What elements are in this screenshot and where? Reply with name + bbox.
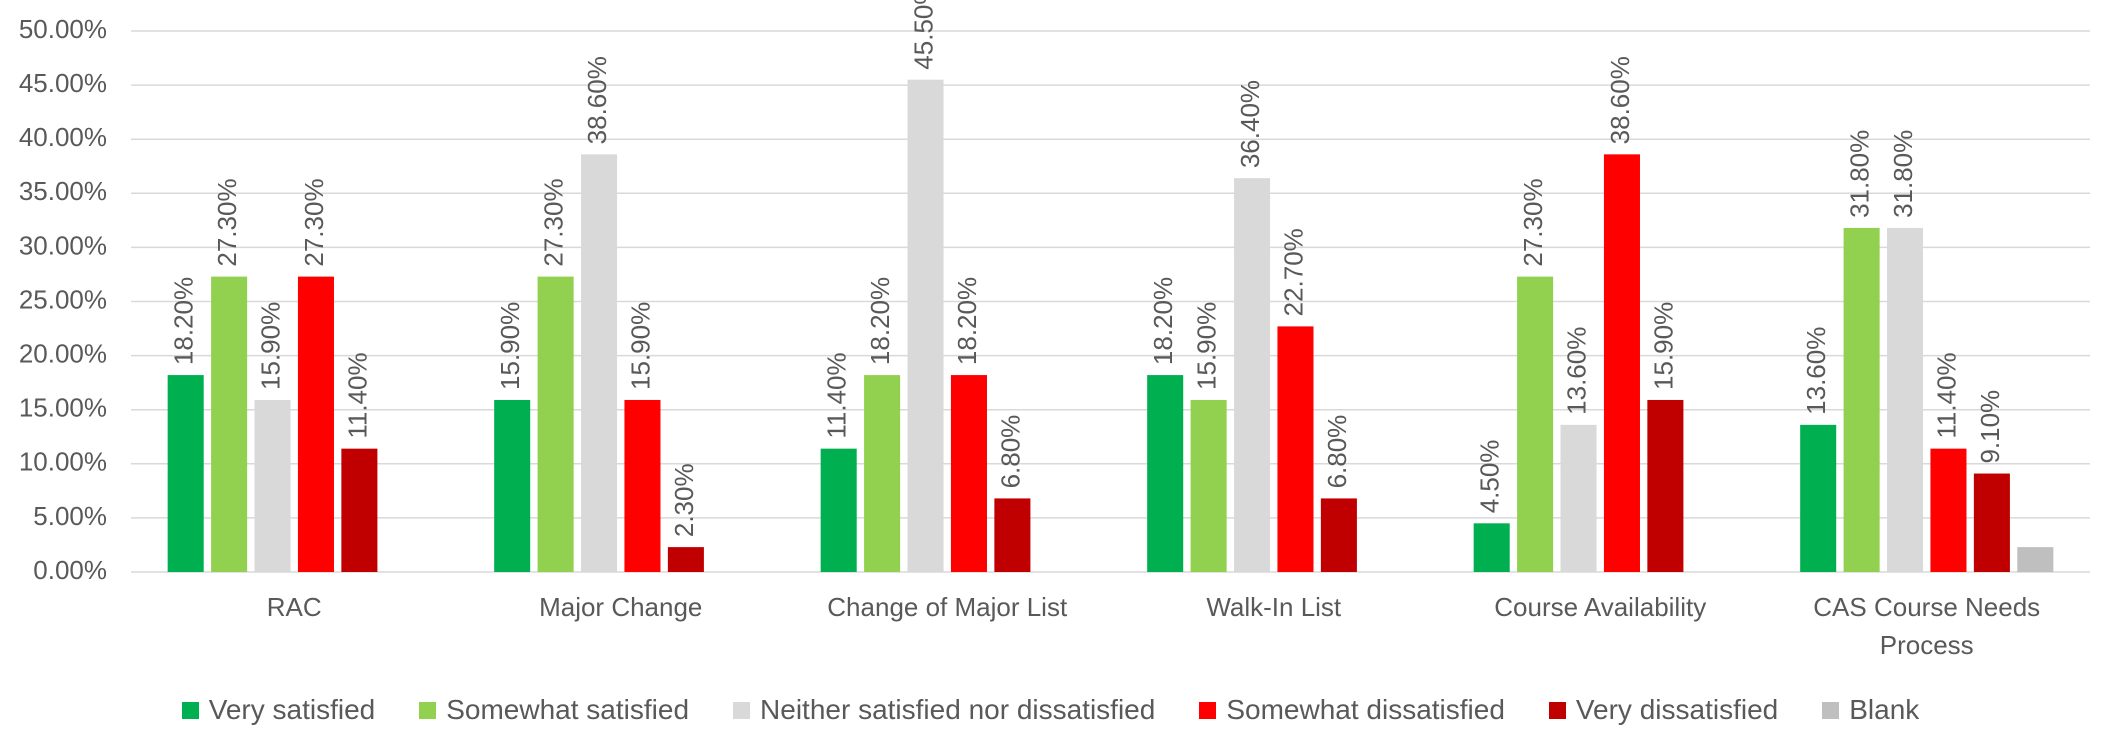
data-label: 15.90% <box>255 302 285 390</box>
data-label: 15.90% <box>1648 302 1678 390</box>
legend-swatch <box>1199 701 1217 719</box>
legend-swatch <box>1822 701 1840 719</box>
data-label: 11.40% <box>822 352 852 438</box>
bar <box>494 399 531 572</box>
bar <box>1887 227 1924 572</box>
x-tick-label: Walk-In List <box>1206 592 1342 622</box>
bar <box>994 498 1031 572</box>
y-tick-label: 10.00% <box>19 447 107 477</box>
bar <box>907 79 944 572</box>
bar <box>1843 227 1880 572</box>
data-label: 11.40% <box>342 352 372 438</box>
data-label: 18.20% <box>1148 277 1178 365</box>
y-tick-label: 50.00% <box>19 14 107 44</box>
bar <box>1234 178 1271 573</box>
bar <box>667 547 704 572</box>
bar <box>2017 547 2054 572</box>
legend-item: Blank <box>1822 694 1919 726</box>
legend: Very satisfied Somewhat satisfied Neither … <box>0 694 2101 726</box>
x-tick-label: RAC <box>266 592 322 622</box>
y-tick-label: 5.00% <box>33 501 107 531</box>
bar <box>1190 399 1227 572</box>
data-label: 31.80% <box>1888 130 1918 218</box>
legend-swatch <box>419 701 437 719</box>
data-label: 27.30% <box>299 178 329 266</box>
legend-swatch <box>1548 701 1566 719</box>
bar <box>297 276 334 572</box>
legend-swatch <box>733 701 751 719</box>
legend-item: Neither satisfied nor dissatisfied <box>733 694 1155 726</box>
legend-label: Very dissatisfied <box>1575 694 1779 725</box>
data-label: 15.90% <box>1191 302 1221 390</box>
data-label: 38.60% <box>582 56 612 144</box>
data-label: 13.60% <box>1801 327 1831 415</box>
bar <box>1603 154 1640 572</box>
y-tick-label: 30.00% <box>19 230 107 260</box>
data-label: 6.80% <box>995 415 1025 489</box>
bar <box>1517 276 1554 572</box>
data-label: 6.80% <box>1322 415 1352 489</box>
legend-label: Blank <box>1849 694 1920 725</box>
y-tick-label: 25.00% <box>19 284 107 314</box>
bar <box>1320 498 1357 572</box>
y-tick-label: 20.00% <box>19 338 107 368</box>
bar <box>537 276 574 572</box>
x-tick-label: Change of Major List <box>827 592 1068 622</box>
bar <box>341 448 378 572</box>
data-label: 18.20% <box>169 277 199 365</box>
y-tick-label: 35.00% <box>19 176 107 206</box>
data-label: 9.10% <box>1975 390 2005 464</box>
data-label: 27.30% <box>212 178 242 266</box>
x-tick-label: CAS Course Needs Process <box>1813 592 2041 660</box>
bar <box>1800 424 1837 572</box>
data-label: 38.60% <box>1605 56 1635 144</box>
bar <box>1277 326 1314 572</box>
data-label: 15.90% <box>625 302 655 390</box>
data-label: 15.90% <box>495 302 525 390</box>
data-label: 27.30% <box>538 178 568 266</box>
legend-item: Very satisfied <box>181 694 376 726</box>
bar <box>167 375 204 572</box>
bar <box>1930 448 1967 572</box>
legend-label: Somewhat dissatisfied <box>1226 694 1505 725</box>
legend-swatch <box>181 701 199 719</box>
y-tick-label: 0.00% <box>33 555 107 585</box>
legend-item: Somewhat dissatisfied <box>1199 694 1505 726</box>
bar <box>1973 473 2010 572</box>
data-label: 45.50% <box>908 0 938 70</box>
data-label: 27.30% <box>1518 178 1548 266</box>
bar <box>820 448 857 572</box>
bar <box>864 375 901 572</box>
x-tick-label: Course Availability <box>1494 592 1707 622</box>
bar <box>211 276 248 572</box>
data-label: 18.20% <box>865 277 895 365</box>
data-label: 36.40% <box>1235 80 1265 168</box>
bar <box>1473 523 1510 572</box>
bar <box>624 399 661 572</box>
legend-label: Very satisfied <box>208 694 376 725</box>
y-tick-label: 45.00% <box>19 68 107 98</box>
data-label: 11.40% <box>1931 352 1961 438</box>
data-label: 2.30% <box>669 463 699 537</box>
bar <box>1647 399 1684 572</box>
legend-item: Somewhat satisfied <box>419 694 689 726</box>
legend-item: Very dissatisfied <box>1548 694 1779 726</box>
bar <box>1147 375 1184 572</box>
data-label: 22.70% <box>1278 228 1308 316</box>
data-label: 31.80% <box>1844 130 1874 218</box>
bar <box>950 375 987 572</box>
bar <box>1560 424 1597 572</box>
plot: 0.00% 5.00% 10.00% 15.00% 20.00% 25.00% 30.00%… <box>19 0 2090 585</box>
x-tick-label: Major Change <box>539 592 703 622</box>
legend-label: Somewhat satisfied <box>446 694 690 725</box>
legend-label: Neither satisfied nor dissatisfied <box>760 694 1156 725</box>
y-tick-label: 15.00% <box>19 393 107 423</box>
data-label: 4.50% <box>1475 440 1505 514</box>
bar <box>254 399 291 572</box>
y-tick-label: 40.00% <box>19 122 107 152</box>
data-label: 18.20% <box>952 277 982 365</box>
bar <box>581 154 618 572</box>
data-label: 13.60% <box>1561 327 1591 415</box>
